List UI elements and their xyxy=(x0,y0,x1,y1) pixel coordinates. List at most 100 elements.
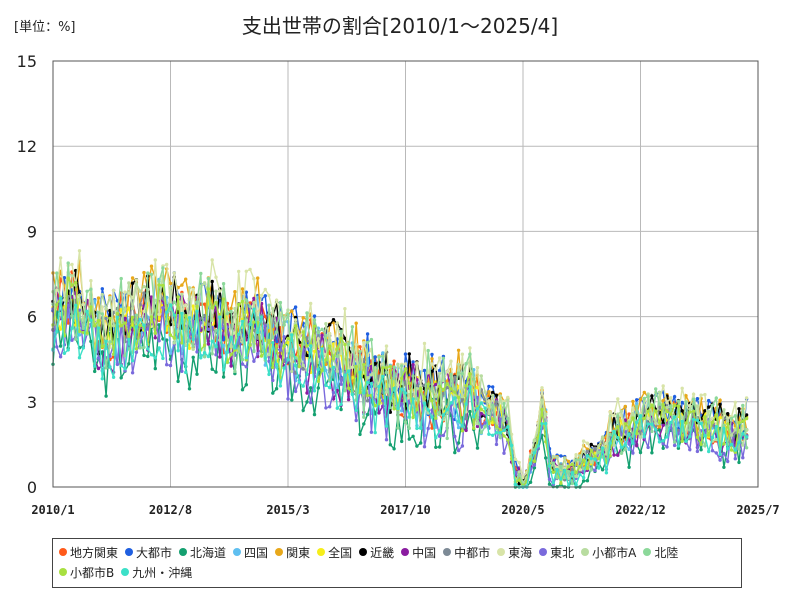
legend-label: 東海 xyxy=(508,545,533,560)
legend-item: 大都市 xyxy=(125,542,172,562)
data-point xyxy=(161,283,165,288)
data-point xyxy=(70,274,74,278)
data-point xyxy=(578,464,582,469)
data-point xyxy=(661,423,665,427)
y-tick-label: 3 xyxy=(27,393,37,412)
data-point xyxy=(445,436,449,441)
data-point xyxy=(89,318,93,322)
data-point xyxy=(460,372,465,376)
data-point xyxy=(115,312,120,316)
data-point xyxy=(654,427,658,432)
data-point xyxy=(55,288,59,292)
data-point xyxy=(138,346,142,350)
x-tick-label: 2025/7 xyxy=(736,503,779,517)
data-point xyxy=(263,314,267,319)
data-point xyxy=(202,343,207,347)
data-point xyxy=(316,367,320,372)
data-point xyxy=(475,424,480,429)
data-point xyxy=(688,407,692,411)
legend-label: 九州・沖縄 xyxy=(132,565,193,580)
legend-swatch xyxy=(179,548,188,556)
data-point xyxy=(506,416,510,421)
data-point xyxy=(191,355,195,359)
data-point xyxy=(654,421,658,425)
data-point xyxy=(180,369,184,373)
data-point xyxy=(252,359,256,363)
data-point xyxy=(93,369,97,374)
data-point xyxy=(172,341,176,345)
series-line xyxy=(52,270,748,484)
data-point xyxy=(328,385,332,390)
data-point xyxy=(134,313,139,317)
data-point xyxy=(365,393,370,398)
data-point xyxy=(77,249,82,253)
data-point xyxy=(320,347,324,351)
legend-swatch xyxy=(401,548,410,556)
data-point xyxy=(718,402,722,407)
data-point xyxy=(741,432,745,436)
data-point xyxy=(263,324,267,328)
data-point xyxy=(263,287,267,292)
line-chart: 0 3 6 9 12 15 2010/1 2012/8 2015/3 2017/10 2020/5… xyxy=(17,52,780,517)
data-point xyxy=(282,335,286,339)
data-point xyxy=(202,351,207,355)
legend-label: 北陸 xyxy=(654,545,679,560)
data-point xyxy=(146,347,150,351)
data-point xyxy=(202,317,207,321)
data-point xyxy=(100,377,105,381)
data-point xyxy=(369,378,374,382)
data-point xyxy=(320,368,324,372)
data-point xyxy=(301,316,305,320)
data-point xyxy=(441,413,446,417)
data-point xyxy=(373,384,377,388)
data-point xyxy=(623,404,627,409)
x-tick-label: 2020/5 xyxy=(501,503,544,517)
legend-label: 四国 xyxy=(244,545,269,560)
data-point xyxy=(475,366,480,370)
legend-swatch xyxy=(121,568,130,576)
data-point xyxy=(585,449,590,453)
data-point xyxy=(669,396,673,400)
data-point xyxy=(55,271,59,275)
data-point xyxy=(623,447,627,451)
data-point xyxy=(456,441,461,445)
data-point xyxy=(202,302,207,306)
data-point xyxy=(123,290,127,294)
data-point xyxy=(479,374,483,378)
data-point xyxy=(506,395,510,400)
data-point xyxy=(741,456,745,460)
data-point xyxy=(388,396,392,400)
data-point xyxy=(396,406,400,411)
data-point xyxy=(221,343,226,347)
data-point xyxy=(138,317,142,321)
data-point xyxy=(491,403,495,407)
y-tick-label: 9 xyxy=(27,222,37,241)
data-point xyxy=(570,462,574,467)
data-point xyxy=(70,262,74,267)
data-point xyxy=(563,468,567,473)
data-point xyxy=(184,343,188,347)
data-point xyxy=(153,258,157,262)
data-point xyxy=(373,430,377,435)
data-point xyxy=(502,401,506,406)
data-point xyxy=(650,403,654,407)
data-point xyxy=(551,480,555,485)
data-point xyxy=(362,422,366,426)
data-point xyxy=(172,300,176,304)
data-point xyxy=(722,465,726,469)
legend-label: 大都市 xyxy=(136,545,173,560)
data-point xyxy=(403,352,408,356)
data-point xyxy=(305,372,309,376)
data-point xyxy=(411,363,415,367)
data-point xyxy=(479,401,483,405)
data-point xyxy=(403,367,408,371)
data-point xyxy=(138,289,142,293)
data-point xyxy=(58,355,63,359)
data-point xyxy=(271,378,275,383)
data-point xyxy=(146,354,150,359)
data-point xyxy=(244,269,248,273)
chart-title: 支出世帯の割合[2010/1～2025/4] xyxy=(241,14,559,38)
data-point xyxy=(339,407,343,412)
data-point xyxy=(680,415,684,420)
data-point xyxy=(707,420,711,424)
